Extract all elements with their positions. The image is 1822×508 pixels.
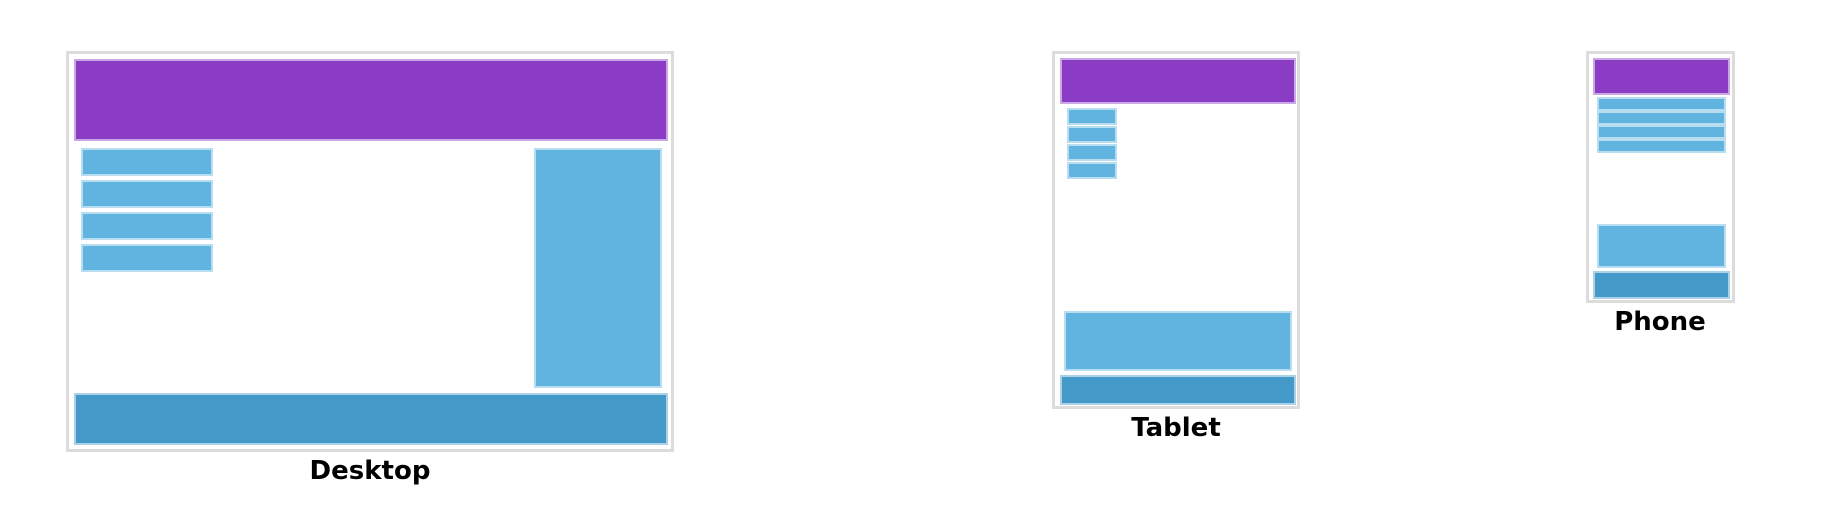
desktop-caption: Desktop	[309, 456, 431, 486]
tablet-caption: Tablet	[1131, 413, 1221, 443]
phone-sidebar-block	[1597, 224, 1726, 268]
desktop-layout-frame	[66, 51, 674, 452]
phone-footer-block	[1593, 271, 1730, 299]
phone-nav-item-2	[1597, 111, 1726, 125]
tablet-header-block	[1060, 58, 1296, 104]
desktop-sidebar-block	[534, 148, 662, 388]
phone-layout-frame	[1586, 51, 1735, 303]
phone-nav-item-4	[1597, 139, 1726, 153]
desktop-nav-item-3	[81, 212, 213, 240]
desktop-nav-item-1	[81, 148, 213, 176]
phone-caption: Phone	[1614, 307, 1706, 337]
tablet-layout-frame	[1052, 51, 1300, 409]
phone-nav-item-1	[1597, 97, 1726, 111]
tablet-footer-block	[1060, 375, 1296, 405]
tablet-nav-item-2	[1067, 126, 1117, 143]
phone-nav-item-3	[1597, 125, 1726, 139]
phone-header-block	[1593, 58, 1730, 95]
desktop-footer-block	[74, 393, 668, 445]
tablet-nav-item-3	[1067, 144, 1117, 161]
desktop-nav-item-2	[81, 180, 213, 208]
desktop-header-block	[74, 59, 668, 141]
tablet-sidebar-block	[1064, 311, 1292, 371]
tablet-nav-item-1	[1067, 108, 1117, 125]
desktop-nav-item-4	[81, 244, 213, 272]
tablet-nav-item-4	[1067, 162, 1117, 179]
